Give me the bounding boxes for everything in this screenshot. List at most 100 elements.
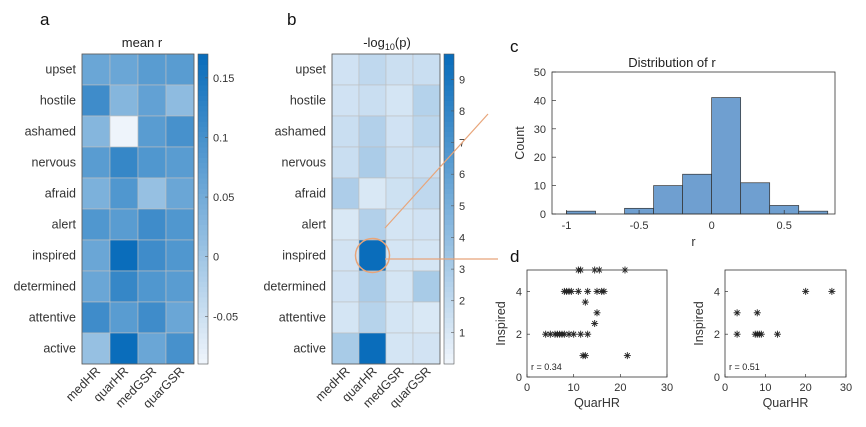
hist-bar [653, 185, 683, 215]
heat-cell-afraid-medHR [81, 177, 111, 210]
scatter-point-stroke [734, 310, 740, 316]
heatmap-a-title: mean r [122, 35, 163, 50]
colorbar-tick-label: 3 [459, 264, 465, 276]
heat-cell-active-quarHR [358, 332, 387, 365]
colorbar-segment [444, 224, 454, 231]
scatter-point-stroke [594, 288, 600, 295]
scatter-point [591, 320, 599, 327]
colorbar-segment [444, 157, 454, 163]
colorbar-tick-label: 4 [459, 232, 465, 244]
scatter-point-stroke [829, 288, 835, 295]
colorbar-segment [198, 54, 208, 60]
colorbar-tick-label: 2 [459, 296, 465, 308]
hist-ytick-label: 10 [534, 181, 546, 193]
scatter-point [581, 298, 589, 306]
colorbar-segment [198, 250, 208, 256]
colorbar-segment [198, 322, 208, 329]
heat-cell-afraid-quarHR [109, 177, 139, 210]
colorbar-segment [444, 312, 454, 318]
colorbar-segment [198, 307, 208, 313]
hist-bar [711, 97, 742, 215]
colorbar-segment [444, 54, 454, 60]
row-label-attentive: attentive [279, 311, 326, 325]
row-label-active: active [293, 342, 326, 356]
colorbar-segment [444, 317, 454, 324]
heatmap-b-title-base: -log [363, 35, 385, 50]
scatter-point [828, 287, 836, 295]
colorbar-segment [198, 79, 208, 86]
row-label-determined: determined [263, 280, 326, 294]
heat-cell-determined-medHR [331, 270, 360, 303]
scatter-xtick-label: 30 [661, 382, 673, 394]
row-label-inspired: inspired [282, 249, 326, 263]
scatter-ytick-label: 0 [516, 372, 522, 384]
scatter-ytick-label: 4 [714, 286, 720, 298]
heat-cell-attentive-quarHR [109, 301, 139, 334]
heat-cell-determined-quarHR [109, 270, 139, 303]
colorbar-segment [198, 260, 208, 267]
scatter-left: 0 10 20 30 0 2 4 QuarHR Inspired r = 0.34 [494, 266, 673, 410]
colorbar-tick-label: 0.1 [213, 132, 228, 144]
colorbar-segment [198, 147, 208, 153]
scatter-point-stroke [566, 331, 572, 337]
colorbar-segment [444, 136, 454, 143]
heatmap-b: upset hostile ashamed nervous afraid alert ins… [263, 53, 441, 411]
colorbar-segment [198, 59, 208, 65]
heat-cell-ashamed-medGSR [385, 115, 414, 148]
colorbar-segment [444, 126, 454, 132]
heat-cell-alert-medHR [81, 208, 111, 241]
hist-ytick-label: 40 [534, 95, 546, 107]
heat-cell-upset-quarGSR [412, 53, 441, 86]
colorbar-tick-label: 8 [459, 106, 465, 118]
colorbar-segment [444, 296, 454, 303]
heat-cell-inspired-quarGSR [412, 239, 441, 272]
scatter-ytick-label: 0 [714, 372, 720, 384]
heat-cell-hostile-quarGSR [412, 84, 441, 117]
colorbar-segment [444, 183, 454, 189]
colorbar-segment [444, 219, 454, 225]
heat-cell-inspired-medHR [331, 239, 360, 272]
scatter-point [574, 287, 582, 295]
scatter-point-stroke [547, 331, 554, 337]
colorbar-segment [444, 69, 454, 76]
heat-cell-alert-quarHR [358, 208, 387, 241]
colorbar-segment [444, 74, 454, 81]
hist-xtick-label: 0 [709, 220, 715, 232]
scatter-point [623, 352, 631, 360]
scatter-point-stroke [570, 331, 577, 337]
scatter-point-stroke [624, 352, 631, 359]
colorbar-segment [444, 116, 454, 122]
row-label-nervous: nervous [282, 156, 326, 170]
heat-cell-hostile-medHR [81, 84, 111, 117]
colorbar-segment [198, 172, 208, 179]
colorbar-segment [198, 188, 208, 194]
scatter-point [577, 330, 585, 338]
heat-cell-afraid-quarGSR [165, 177, 195, 210]
heat-cell-hostile-medGSR [385, 84, 414, 117]
heat-cell-afraid-medGSR [137, 177, 167, 210]
colorbar-segment [198, 317, 208, 324]
panel-label-c: c [510, 37, 519, 56]
heat-cell-active-medGSR [137, 332, 167, 365]
colorbar-a: -0.05 0 0.05 0.1 0.15 [197, 53, 238, 365]
colorbar-segment [198, 136, 208, 143]
heat-cell-attentive-medHR [331, 301, 360, 334]
hist-xtick-label: -0.5 [630, 220, 649, 232]
colorbar-segment [444, 327, 454, 334]
scatter-ytick-label: 4 [516, 286, 522, 298]
scatter-point [733, 330, 741, 338]
colorbar-segment [198, 64, 208, 70]
colorbar-b: 123456789 [443, 53, 465, 365]
heat-cell-ashamed-medGSR [137, 115, 167, 148]
heat-cell-nervous-medGSR [137, 146, 167, 179]
row-label-attentive: attentive [29, 311, 76, 325]
colorbar-segment [444, 250, 454, 256]
colorbar-segment [444, 152, 454, 158]
heat-cell-alert-medGSR [137, 208, 167, 241]
heat-cell-nervous-medHR [81, 146, 111, 179]
colorbar-segment [198, 271, 208, 277]
colorbar-segment [444, 291, 454, 298]
scatter-point-stroke [584, 331, 591, 337]
colorbar-segment [198, 353, 208, 360]
